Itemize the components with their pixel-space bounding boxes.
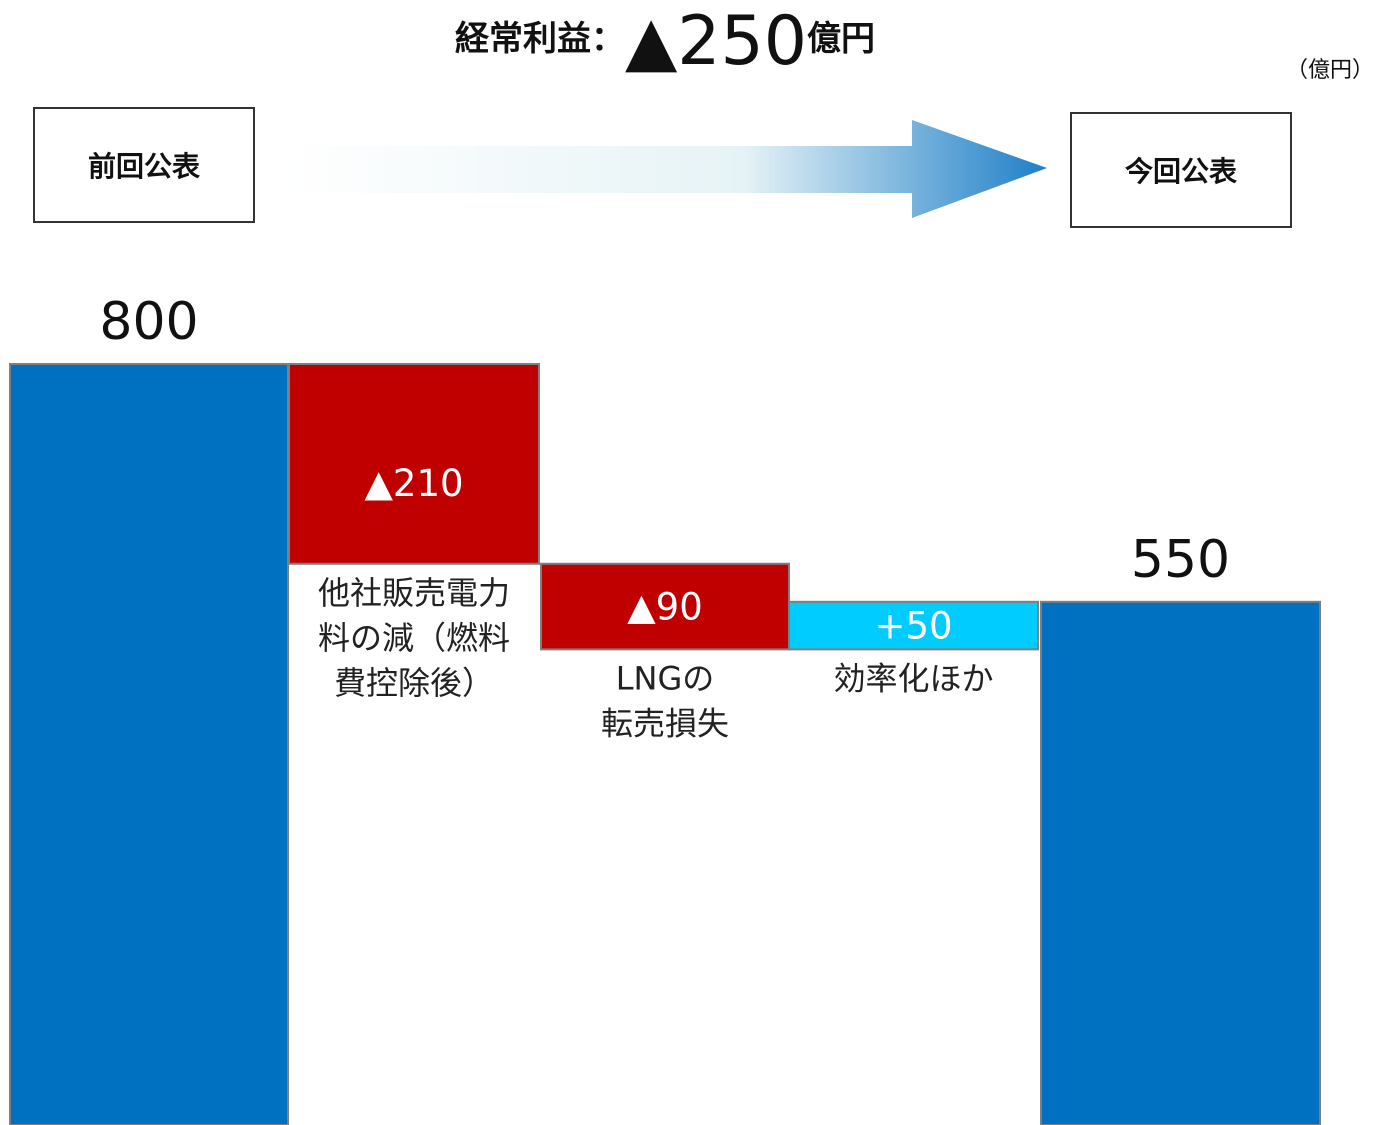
category-label-3-line-0: 効率化ほか bbox=[833, 659, 993, 697]
title-unit: 億円 bbox=[807, 19, 876, 59]
category-label-1-line-2: 費控除後） bbox=[334, 664, 494, 702]
current-announcement-label: 今回公表 bbox=[1124, 155, 1237, 188]
data-label-3: +50 bbox=[874, 605, 952, 648]
unit-note: （億円） bbox=[1285, 58, 1374, 83]
bar-1 bbox=[288, 363, 540, 565]
category-label-1-line-0: 他社販売電力 bbox=[318, 574, 510, 612]
previous-announcement-box: 前回公表 bbox=[33, 107, 255, 223]
title-prefix: 経常利益： bbox=[454, 19, 625, 59]
chart-title: 経常利益：▲250億円 bbox=[0, 0, 1330, 80]
category-label-2-line-1: 転売損失 bbox=[601, 704, 729, 742]
transition-arrow-icon bbox=[287, 120, 1047, 218]
data-label-1: ▲210 bbox=[364, 462, 463, 505]
category-label-2-line-0: LNGの bbox=[616, 659, 715, 697]
previous-announcement-label: 前回公表 bbox=[87, 150, 200, 183]
current-announcement-box: 今回公表 bbox=[1070, 112, 1292, 228]
data-label-0: 800 bbox=[99, 292, 198, 352]
bar-2 bbox=[540, 562, 790, 651]
data-label-2: ▲90 bbox=[627, 586, 703, 629]
data-label-4: 550 bbox=[1131, 530, 1230, 590]
bar-4 bbox=[1040, 600, 1321, 1125]
bar-0 bbox=[9, 363, 289, 1125]
category-label-1-line-1: 料の減（燃料 bbox=[318, 619, 510, 657]
title-value: ▲250 bbox=[624, 2, 808, 81]
bar-3 bbox=[788, 600, 1039, 651]
